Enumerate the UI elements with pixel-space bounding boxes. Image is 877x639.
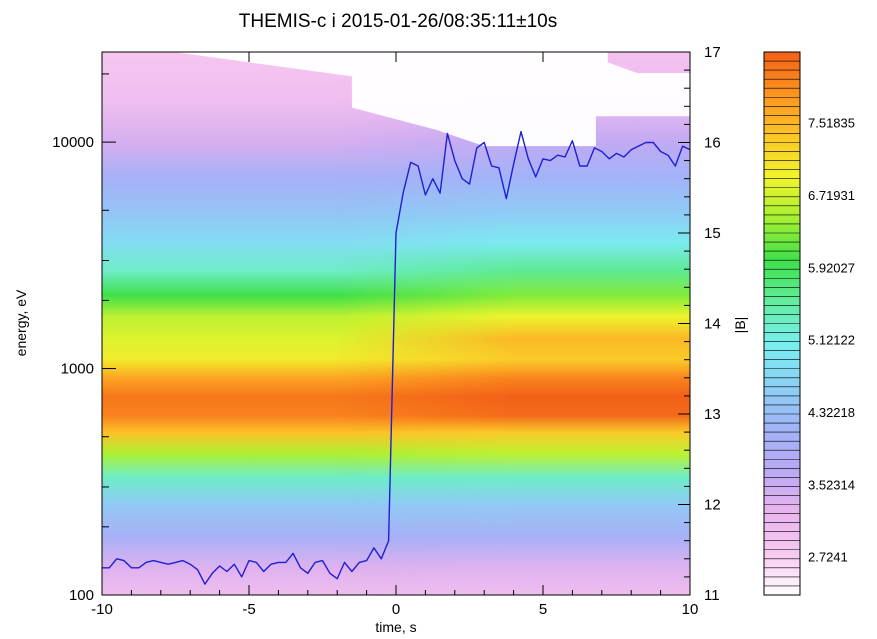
y2-tick-label: 17 — [704, 44, 721, 61]
y2-tick-label: 16 — [704, 135, 721, 152]
x-tick-label: 0 — [392, 601, 400, 618]
x-tick-label: 5 — [539, 601, 547, 618]
colorbar-label: 7.51835 — [808, 116, 855, 131]
y-tick-label: 10000 — [52, 134, 94, 151]
x-tick-label: -5 — [242, 601, 255, 618]
y-tick-label: 1000 — [61, 361, 94, 378]
y2-axis-label: |B| — [732, 317, 748, 334]
chart-title: THEMIS-c i 2015-01-26/08:35:11±10s — [239, 11, 557, 32]
data-gaps — [173, 52, 690, 147]
y-axis-right: 11 12 13 14 15 16 17 — [678, 44, 721, 604]
y2-tick-label: 14 — [704, 316, 721, 333]
x-axis-label: time, s — [375, 619, 416, 635]
colorbar-label: 2.7241 — [808, 550, 848, 565]
colorbar-label: 5.92027 — [808, 260, 855, 275]
x-tick-label: -10 — [91, 601, 113, 618]
colorbar-labels: 7.51835 6.71931 5.92027 5.12122 4.32218 3.523… — [808, 116, 855, 565]
colorbar-frame — [763, 51, 801, 596]
y2-tick-label: 13 — [704, 406, 721, 423]
y2-tick-label: 11 — [704, 587, 720, 604]
x-axis: -10 -5 0 5 10 — [91, 52, 698, 618]
colorbar-label: 5.12122 — [808, 333, 855, 348]
y2-tick-label: 12 — [704, 497, 721, 514]
y-axis-left: 100 1000 10000 — [52, 73, 116, 604]
y-axis-label: energy, eV — [13, 289, 29, 356]
colorbar-label: 3.52314 — [808, 477, 855, 492]
colorbar-label: 6.71931 — [808, 188, 855, 203]
colorbar-label: 4.32218 — [808, 405, 855, 420]
y2-tick-label: 15 — [704, 225, 721, 242]
x-tick-label: 10 — [682, 601, 699, 618]
colorbar: 7.51835 6.71931 5.92027 5.12122 4.32218 3.523… — [763, 51, 855, 596]
data-gap-region — [173, 52, 690, 147]
y-tick-label: 100 — [69, 587, 94, 604]
energy-spectrogram-late — [102, 52, 690, 595]
magnetic-field-line — [102, 130, 690, 585]
plot-area — [102, 52, 690, 595]
colorbar-contour-lines — [764, 60, 800, 587]
